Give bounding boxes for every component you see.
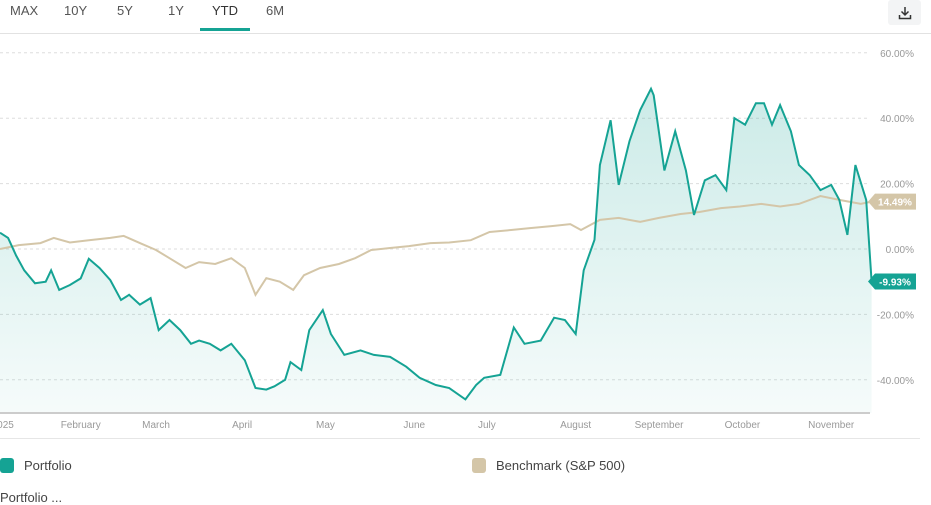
x-tick-label: July	[478, 420, 496, 431]
benchmark-line	[0, 194, 872, 297]
x-tick-label: September	[635, 420, 685, 431]
y-tick-label: -40.00%	[877, 376, 914, 387]
x-tick-label: August	[560, 420, 591, 431]
range-tabs: MAX 10Y 5Y 1Y YTD 6M	[0, 0, 931, 34]
portfolio-swatch	[0, 458, 14, 473]
performance-chart: 60.00% 40.00% 20.00% 0.00% -20.00% -40.00% 202…	[0, 49, 916, 431]
end-value-label: -9.93%	[879, 277, 911, 288]
download-button[interactable]	[888, 0, 921, 25]
x-tick-label: February	[61, 420, 101, 431]
y-tick-label: 40.00%	[880, 114, 914, 125]
tab-max[interactable]: MAX	[10, 3, 39, 18]
legend-portfolio[interactable]: Portfolio	[0, 458, 72, 473]
x-tick-label: October	[725, 420, 761, 431]
y-tick-label: 60.00%	[880, 49, 914, 60]
tab-1y[interactable]: 1Y	[168, 3, 184, 18]
x-tick-label: May	[316, 420, 335, 431]
x-tick-label: 2025	[0, 420, 14, 431]
legend-portfolio-label: Portfolio	[24, 458, 72, 473]
divider	[0, 438, 920, 439]
x-tick-label: April	[232, 420, 252, 431]
x-tick-label: June	[403, 420, 425, 431]
end-value-badge	[868, 193, 916, 210]
legend-benchmark-label: Benchmark (S&P 500)	[496, 458, 626, 473]
download-icon	[898, 6, 911, 19]
tab-5y[interactable]: 5Y	[117, 3, 133, 18]
portfolio-area	[0, 88, 872, 414]
legend-benchmark[interactable]: Benchmark (S&P 500)	[472, 458, 625, 473]
end-value-badge	[868, 273, 916, 290]
x-tick-label: November	[808, 420, 855, 431]
end-value-label: 14.49%	[878, 198, 912, 209]
tab-6m[interactable]: 6M	[266, 3, 285, 18]
benchmark-swatch	[472, 458, 486, 473]
y-tick-label: 0.00%	[886, 245, 914, 256]
portfolio-line	[0, 86, 873, 401]
y-tick-label: -20.00%	[877, 310, 914, 321]
tab-10y[interactable]: 10Y	[64, 3, 88, 18]
x-tick-label: March	[142, 420, 170, 431]
tab-ytd[interactable]: YTD	[200, 3, 250, 31]
y-tick-label: 20.00%	[880, 180, 914, 191]
